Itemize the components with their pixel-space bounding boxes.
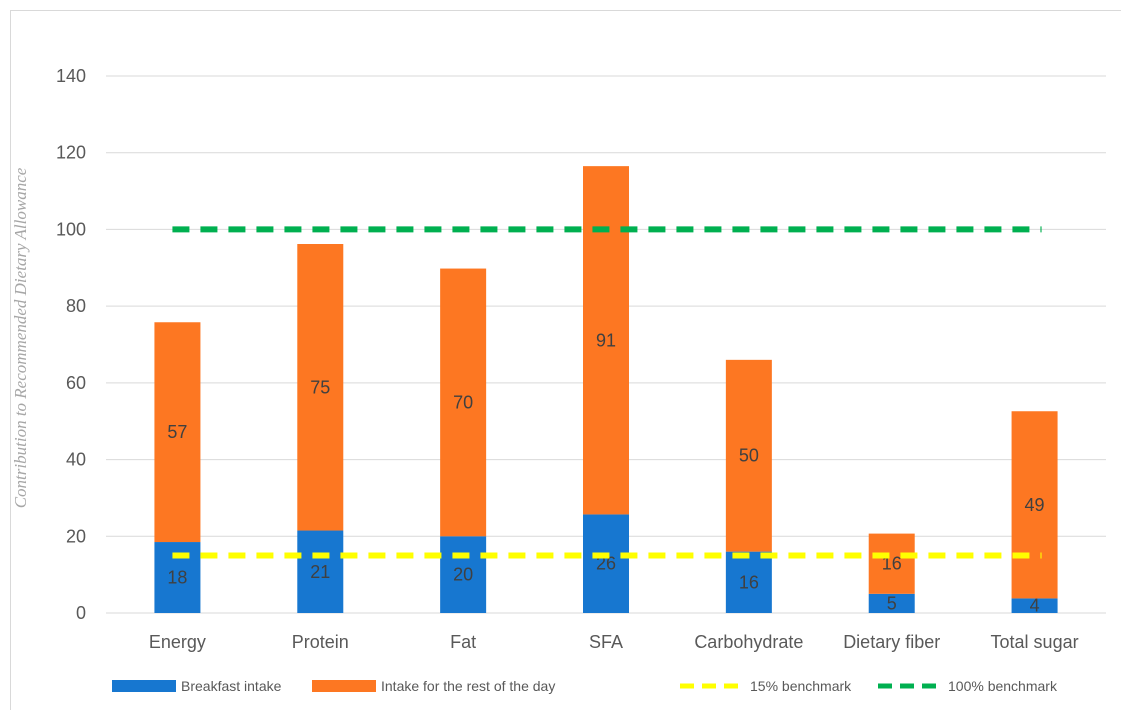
legend-rest-of-day-swatch <box>312 680 376 692</box>
legend-rest-of-day-label: Intake for the rest of the day <box>381 678 555 694</box>
y-tick-label: 80 <box>66 296 86 316</box>
x-category-label: Fat <box>450 632 476 652</box>
benchmark-lines <box>172 226 1042 559</box>
legend-100-benchmark-label: 100% benchmark <box>948 678 1058 694</box>
x-category-label: Protein <box>292 632 349 652</box>
x-category-label: Carbohydrate <box>694 632 803 652</box>
data-label-rest-of-day: 49 <box>1025 495 1045 515</box>
data-label-breakfast: 16 <box>739 572 759 592</box>
chart-frame <box>10 10 1121 710</box>
data-label-breakfast: 4 <box>1030 596 1040 616</box>
y-tick-label: 140 <box>56 66 86 86</box>
legend-15-benchmark-label: 15% benchmark <box>750 678 852 694</box>
bar-rest-of-day <box>297 244 344 531</box>
bar-breakfast <box>1011 598 1058 613</box>
data-label-breakfast: 18 <box>167 568 187 588</box>
data-label-rest-of-day: 91 <box>596 330 616 350</box>
x-category-label: Energy <box>149 632 206 652</box>
bar-rest-of-day <box>725 359 772 552</box>
bar-breakfast <box>868 593 915 613</box>
x-axis-categories: Energy Protein Fat SFA Carbohydrate Dietary f… <box>149 632 1079 652</box>
x-category-label: SFA <box>589 632 623 652</box>
bar-rest-of-day <box>583 166 629 515</box>
bar-rest-of-day <box>440 268 487 537</box>
bar-breakfast <box>440 536 487 613</box>
data-label-rest-of-day: 57 <box>167 422 187 442</box>
bar-rest-of-day <box>154 322 201 543</box>
y-tick-label: 0 <box>76 603 86 623</box>
bar-rest-of-day <box>868 533 915 594</box>
data-label-rest-of-day: 16 <box>882 554 902 574</box>
data-label-rest-of-day: 50 <box>739 446 759 466</box>
x-category-label: Dietary fiber <box>843 632 940 652</box>
y-axis-ticks: 0 20 40 60 80 100 120 140 <box>56 66 86 623</box>
bar-rest-of-day <box>1011 411 1058 599</box>
bar-breakfast <box>583 514 629 613</box>
data-label-breakfast: 5 <box>887 593 897 613</box>
data-label-rest-of-day: 75 <box>310 377 330 397</box>
legend-breakfast-swatch <box>112 680 176 692</box>
data-label-breakfast: 21 <box>310 562 330 582</box>
y-tick-label: 20 <box>66 526 86 546</box>
y-tick-label: 100 <box>56 219 86 239</box>
y-tick-label: 40 <box>66 450 86 470</box>
legend: Breakfast intake Intake for the rest of t… <box>112 678 1058 694</box>
data-label-rest-of-day: 70 <box>453 392 473 412</box>
y-tick-label: 120 <box>56 143 86 163</box>
bar-breakfast <box>725 551 772 613</box>
x-category-label: Total sugar <box>991 632 1079 652</box>
data-label-breakfast: 26 <box>596 554 616 574</box>
y-tick-label: 60 <box>66 373 86 393</box>
y-axis-label: Contribution to Recommended Dietary Allo… <box>11 167 30 508</box>
data-label-breakfast: 20 <box>453 565 473 585</box>
legend-breakfast-label: Breakfast intake <box>181 678 282 694</box>
bar-breakfast <box>297 530 344 613</box>
bars: 18 57 21 75 20 70 26 91 16 50 5 16 4 49 <box>154 166 1058 616</box>
